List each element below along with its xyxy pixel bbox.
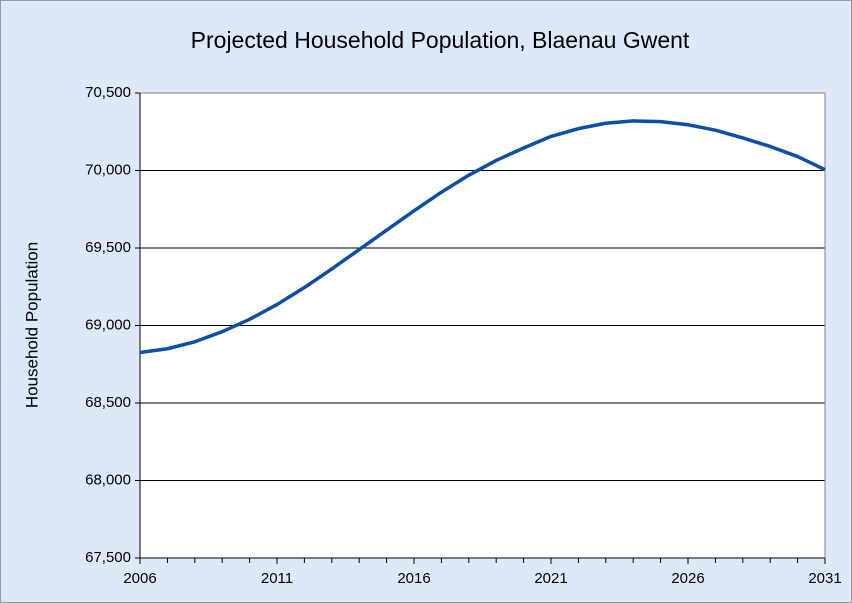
data-line — [139, 119, 826, 355]
x-tick-label: 2031 — [808, 570, 841, 587]
x-tick-label: 2011 — [261, 570, 293, 587]
y-tick-label: 70,000 — [85, 161, 131, 178]
x-tick-label: 2006 — [123, 570, 156, 587]
chart-title: Projected Household Population, Blaenau … — [191, 27, 690, 53]
x-tick-label: 2021 — [534, 570, 567, 587]
x-tick-label: 2026 — [671, 570, 704, 587]
x-tick-label: 2016 — [397, 570, 430, 587]
y-tick-label: 67,500 — [85, 549, 131, 566]
y-tick-label: 69,000 — [85, 316, 131, 333]
y-tick-label: 69,500 — [85, 239, 131, 256]
y-tick-label: 68,000 — [85, 471, 131, 488]
y-tick-label: 68,500 — [85, 394, 131, 411]
y-axis-label: Household Population — [22, 242, 41, 408]
y-tick-label: 70,500 — [85, 84, 131, 101]
